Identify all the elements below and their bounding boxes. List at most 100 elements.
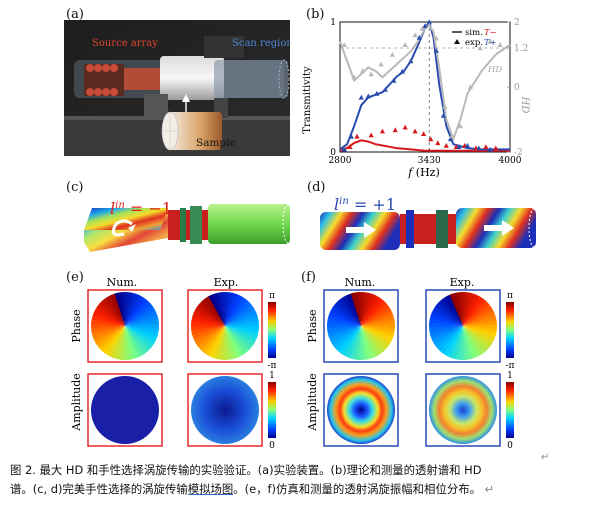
- f-amp-exp-frame: [425, 373, 501, 447]
- f-amp-num-frame: [323, 373, 399, 447]
- panel-d-label: (d): [307, 180, 326, 195]
- f-amp-exp-map: [429, 376, 497, 444]
- phase-wedge: [225, 326, 234, 360]
- f-phase-colorbar: [506, 302, 514, 358]
- phase-wedge: [200, 326, 225, 354]
- return-mark-1: ↵: [541, 452, 550, 463]
- exp-point-hd: [449, 133, 455, 138]
- y2-axis-label: HD: [519, 96, 530, 114]
- phase-wedge: [96, 326, 125, 349]
- phase-wedge: [225, 308, 257, 326]
- exp-point-hd: [477, 45, 483, 51]
- phase-wedge: [225, 321, 260, 327]
- f-phase-num-map: [327, 292, 395, 360]
- phase-wedge: [335, 326, 361, 352]
- phase-wedge: [463, 298, 487, 326]
- phase-wedge: [224, 326, 230, 361]
- phase-wedge: [94, 306, 125, 326]
- y-tick-label: 0: [330, 148, 336, 158]
- chart-legend: sim. exp. T− T+ HD: [452, 28, 502, 75]
- exp-point-t-minus: [347, 144, 353, 149]
- phase-wedge: [361, 326, 390, 349]
- x-tick-label: 3430: [418, 156, 441, 166]
- phase-wedge: [345, 293, 361, 326]
- phase-wedge: [204, 296, 225, 326]
- e-amp-cb-top: 1: [269, 371, 275, 381]
- exp-point-t-plus: [447, 136, 454, 142]
- phase-wedge: [335, 300, 361, 326]
- legend-t-minus-label: T−: [484, 28, 497, 38]
- exp-point-hd: [487, 38, 493, 44]
- f-phase-exp-map: [428, 291, 498, 361]
- phase-wedge: [361, 326, 392, 346]
- phase-wedge: [327, 326, 361, 337]
- series-line-t-minus: [339, 139, 510, 152]
- phase-wedge: [125, 295, 145, 326]
- exp-point-hd: [419, 25, 425, 31]
- phase-wedge: [429, 326, 463, 336]
- phase-wedge: [361, 326, 380, 357]
- phase-wedge: [225, 326, 257, 344]
- experimental-setup-photo: Source array Scan region Sample: [64, 20, 290, 156]
- phase-wedge: [328, 310, 361, 326]
- exp-point-hd: [457, 123, 463, 129]
- phase-wedge: [125, 303, 154, 326]
- phase-wedge: [122, 326, 128, 360]
- phase-wedge: [361, 295, 381, 326]
- phase-wedge: [361, 297, 384, 326]
- phase-wedge: [442, 326, 463, 357]
- exp-point-t-plus: [464, 142, 471, 148]
- phase-amplitude-maps: Num. Exp. Num. Exp. Phase Amplitude Phas…: [70, 276, 515, 450]
- exp-point-t-plus: [476, 145, 482, 151]
- panel-c-label: (c): [66, 180, 84, 195]
- y2-tick-label: 0: [514, 83, 520, 93]
- exp-point-t-minus: [379, 128, 386, 134]
- e-amp-cb-bottom: 0: [269, 441, 275, 450]
- series-line-t-plus: [339, 19, 510, 151]
- e-col-exp: Exp.: [214, 276, 239, 289]
- phase-wedge: [203, 326, 225, 356]
- exp-point-t-minus: [421, 131, 427, 136]
- phase-wedge: [99, 300, 125, 326]
- phase-wedge: [345, 326, 361, 359]
- exp-point-hd: [351, 74, 357, 80]
- phase-wedge: [125, 307, 156, 326]
- exp-point-t-minus: [402, 124, 408, 130]
- phase-wedge: [463, 294, 480, 326]
- phase-wedge: [463, 316, 497, 326]
- phase-wedge: [92, 310, 125, 326]
- phase-wedge: [193, 308, 225, 326]
- lin-c-symbol: l: [110, 199, 115, 218]
- phase-wedge: [225, 301, 253, 326]
- e-col-num: Num.: [107, 276, 138, 289]
- lin-c-value: = −1: [125, 199, 172, 218]
- exp-point-hd: [467, 84, 473, 90]
- phase-wedge: [125, 326, 151, 352]
- phase-wedge: [361, 307, 392, 326]
- exp-point-t-plus: [391, 77, 397, 83]
- e-phase-exp-map: [190, 291, 260, 361]
- phase-wedge: [433, 326, 463, 348]
- figure-caption: 图 2. 最大 HD 和手性选择涡旋传输的实验验证。(a)实验装置。(b)理论和…: [10, 461, 590, 499]
- e-amp-exp-frame: [187, 373, 263, 447]
- phase-wedge: [207, 294, 225, 326]
- phase-wedge: [463, 304, 493, 326]
- panel-f-label: (f): [301, 270, 316, 285]
- phase-wedge: [431, 309, 463, 326]
- source-array-label: Source array: [92, 38, 158, 49]
- exp-point-hd: [402, 42, 408, 47]
- phase-wedge: [225, 326, 253, 351]
- f-phase-exp-frame: [425, 289, 501, 363]
- phase-wedge: [341, 326, 361, 357]
- lin-d-sup: in: [339, 196, 349, 207]
- phase-wedge: [94, 326, 125, 345]
- phase-wedge: [361, 326, 384, 355]
- exp-point-t-minus: [428, 136, 434, 142]
- phase-wedge: [225, 326, 250, 354]
- e-row-phase: Phase: [70, 309, 83, 342]
- e-amp-exp-map: [191, 376, 259, 444]
- phase-wedge: [444, 294, 463, 326]
- phase-wedge: [361, 310, 394, 326]
- phase-wedge: [225, 298, 250, 326]
- phase-wedge: [125, 310, 158, 326]
